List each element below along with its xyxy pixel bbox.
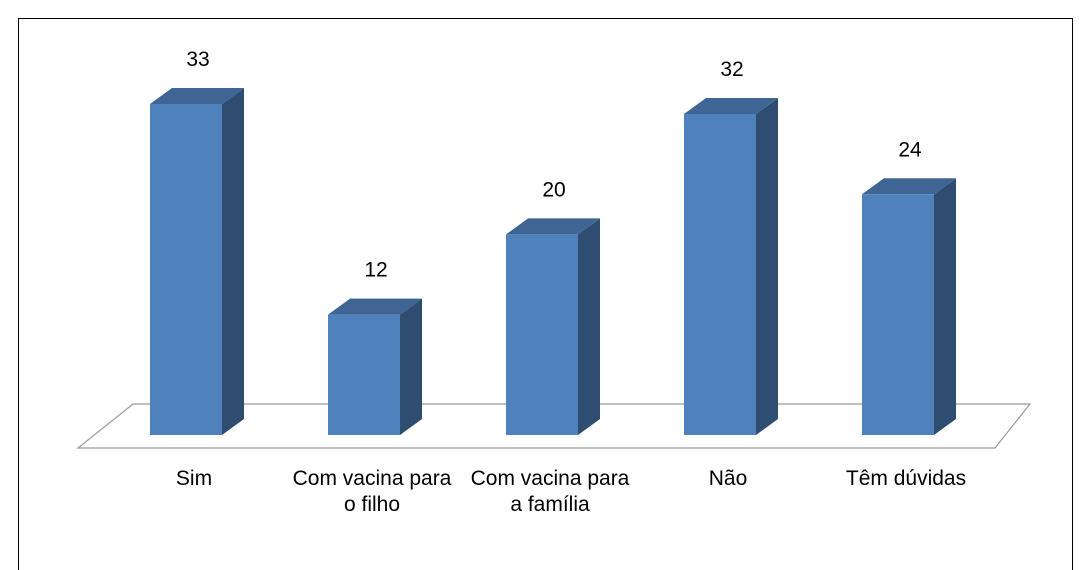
bar bbox=[684, 98, 778, 435]
bar bbox=[506, 218, 600, 435]
bar-side bbox=[756, 98, 778, 435]
bar-front bbox=[328, 314, 400, 435]
data-label: 12 bbox=[364, 259, 387, 282]
bar-top bbox=[862, 178, 956, 195]
bar-front bbox=[150, 104, 222, 435]
bar-top bbox=[150, 88, 244, 104]
data-label: 24 bbox=[898, 138, 922, 161]
bar-front bbox=[684, 114, 756, 435]
bar-side bbox=[578, 218, 600, 435]
x-tick-label: Com vacina para a família bbox=[470, 467, 630, 516]
bar-front bbox=[506, 234, 578, 435]
data-label: 33 bbox=[186, 48, 209, 71]
bar-top bbox=[506, 218, 600, 235]
bar-top bbox=[328, 298, 422, 315]
bar-side bbox=[934, 178, 956, 436]
bar-top bbox=[684, 98, 778, 115]
bar-side bbox=[400, 298, 422, 435]
bar-front bbox=[862, 194, 934, 435]
frame bbox=[18, 18, 1073, 570]
x-tick-label: Sim bbox=[175, 467, 213, 490]
bar bbox=[150, 88, 244, 435]
x-tick-label: Têm dúvidas bbox=[845, 467, 967, 490]
bar bbox=[862, 178, 956, 436]
bar bbox=[328, 298, 422, 435]
bar-side bbox=[222, 88, 244, 435]
data-label: 32 bbox=[720, 58, 743, 81]
x-tick-label: Não bbox=[708, 467, 748, 490]
x-tick-label: Com vacina para o filho bbox=[292, 467, 452, 516]
data-label: 20 bbox=[542, 178, 565, 201]
